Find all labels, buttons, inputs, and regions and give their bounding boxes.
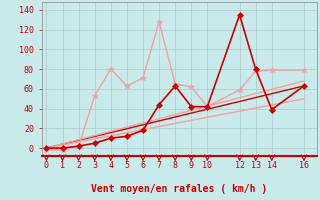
X-axis label: Vent moyen/en rafales ( km/h ): Vent moyen/en rafales ( km/h ) (91, 184, 267, 194)
